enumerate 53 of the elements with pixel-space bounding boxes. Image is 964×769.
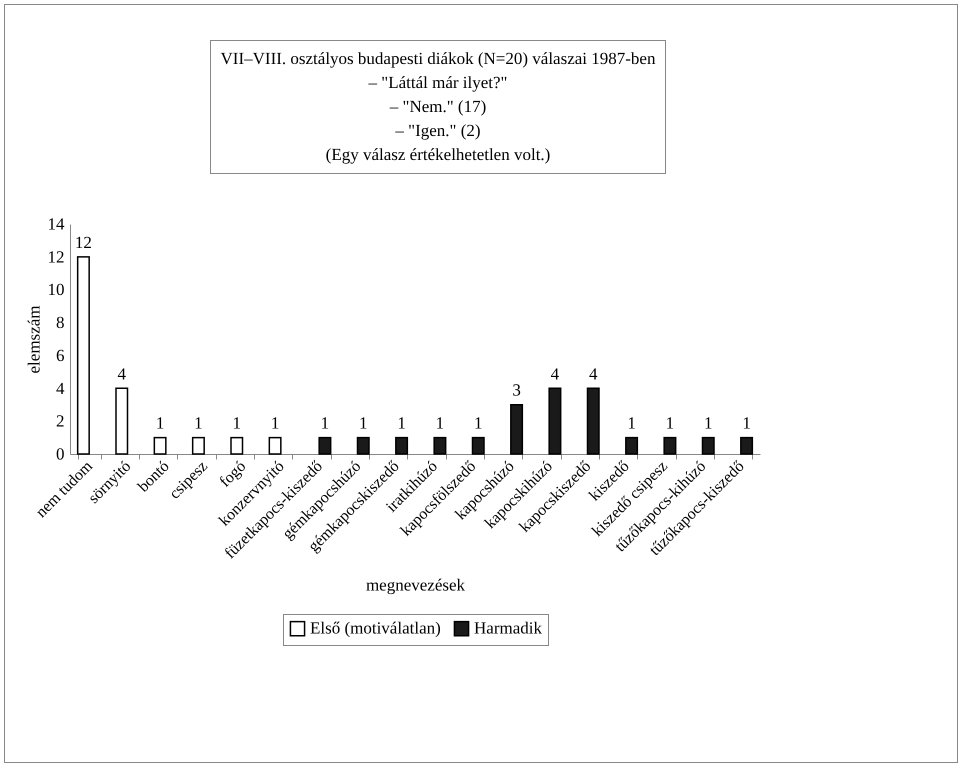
bar (548, 388, 562, 455)
bar (740, 436, 754, 455)
bar (395, 436, 408, 455)
legend-label: Első (motiválatlan) (310, 618, 441, 638)
data-label: 3 (512, 380, 521, 400)
y-axis-title: elemszám (24, 306, 44, 374)
y-tick-label: 0 (56, 444, 64, 464)
data-label: 1 (436, 414, 444, 433)
y-tick-label: 14 (48, 214, 65, 234)
legend-label: Harmadik (474, 618, 542, 638)
data-label: 4 (589, 364, 598, 384)
data-label: 1 (627, 414, 636, 433)
data-label: 1 (704, 414, 712, 433)
data-label: 1 (742, 414, 751, 433)
bar (230, 436, 244, 455)
y-tick-label: 2 (56, 412, 64, 431)
data-label: 4 (118, 364, 126, 384)
x-axis-title: megnevezések (366, 576, 466, 595)
data-label: 4 (550, 364, 560, 384)
data-label: 1 (270, 414, 280, 433)
text: – "Igen." (2) (394, 120, 482, 142)
bar (586, 388, 600, 455)
text: – "Láttál már ilyet?" (367, 72, 508, 94)
data-label: 1 (359, 414, 368, 433)
bar (115, 388, 128, 455)
bar (625, 436, 638, 455)
bar (472, 436, 485, 455)
bar (356, 436, 370, 455)
y-tick-label: 8 (56, 313, 64, 332)
bar (76, 256, 90, 455)
data-label: 1 (397, 414, 406, 433)
data-label: 1 (666, 414, 674, 433)
data-label: 1 (156, 414, 164, 433)
data-label: 1 (320, 414, 330, 433)
chart-title: VII–VIII. osztályos budapesti diákok (N=20) válaszai 1987-ben (220, 48, 656, 70)
bar (318, 436, 332, 455)
data-label: 1 (194, 414, 203, 433)
bar (268, 436, 282, 455)
data-label: 1 (232, 414, 241, 433)
text: (Egy válasz értékelhetetlen volt.) (324, 144, 552, 166)
bar (510, 404, 524, 455)
data-label: 1 (474, 414, 482, 433)
bar (192, 436, 205, 455)
data-label: 12 (74, 232, 92, 252)
y-tick-label: 4 (56, 378, 65, 398)
bar (433, 436, 446, 455)
y-tick-label: 12 (48, 247, 64, 266)
y-tick-label: 6 (56, 346, 64, 365)
bar (663, 436, 676, 455)
text: – "Nem." (17) (388, 96, 488, 118)
y-tick-label: 10 (48, 280, 64, 300)
bar (154, 436, 167, 455)
bar (702, 436, 715, 455)
